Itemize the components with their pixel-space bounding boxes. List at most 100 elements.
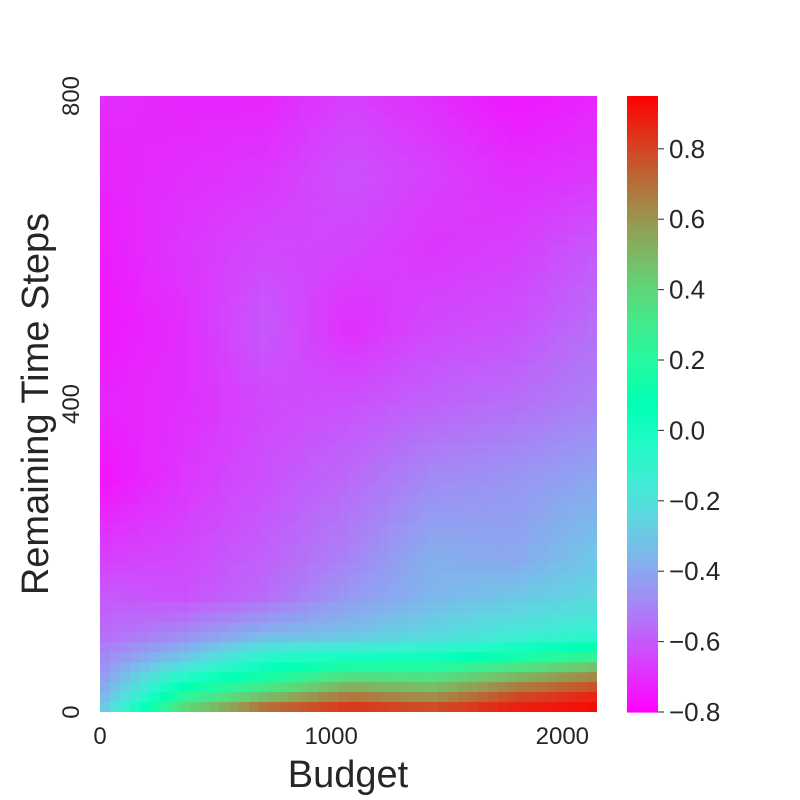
- heatmap-cell: [189, 404, 200, 415]
- heatmap-cell: [298, 364, 310, 375]
- heatmap-cell: [348, 135, 360, 147]
- heatmap-cell: [139, 642, 151, 653]
- heatmap-cell: [547, 443, 558, 455]
- heatmap-cell: [308, 205, 320, 216]
- heatmap-cell: [100, 304, 111, 316]
- heatmap-cell: [507, 264, 519, 276]
- heatmap-cell: [159, 165, 171, 177]
- heatmap-cell: [278, 533, 290, 544]
- heatmap-cell: [229, 115, 240, 127]
- heatmap-cell: [398, 364, 409, 375]
- heatmap-cell: [129, 692, 141, 703]
- heatmap-cell: [388, 453, 399, 465]
- heatmap-cell: [278, 553, 290, 564]
- heatmap-cell: [338, 304, 350, 316]
- heatmap-cell: [358, 324, 369, 336]
- heatmap-cell: [318, 165, 330, 177]
- heatmap-cell: [428, 135, 439, 147]
- heatmap-cell: [268, 264, 280, 276]
- heatmap-cell: [278, 493, 290, 504]
- heatmap-cell: [418, 423, 429, 435]
- heatmap-cell: [129, 195, 141, 206]
- heatmap-cell: [179, 662, 191, 673]
- heatmap-cell: [169, 513, 181, 524]
- heatmap-cell: [437, 672, 449, 683]
- heatmap-cell: [308, 404, 320, 415]
- heatmap-cell: [447, 632, 459, 644]
- heatmap-cell: [298, 145, 310, 157]
- heatmap-cell: [278, 413, 290, 425]
- heatmap-cell: [368, 205, 379, 216]
- heatmap-cell: [229, 96, 240, 107]
- heatmap-cell: [259, 96, 270, 107]
- heatmap-cell: [199, 582, 210, 594]
- heatmap-cell: [497, 185, 509, 196]
- heatmap-cell: [557, 284, 568, 296]
- heatmap-cell: [408, 264, 419, 276]
- heatmap-cell: [209, 582, 220, 594]
- heatmap-cell: [298, 503, 310, 514]
- heatmap-cell: [418, 155, 429, 167]
- heatmap-cell: [418, 125, 429, 137]
- heatmap-cell: [447, 245, 459, 256]
- heatmap-cell: [179, 235, 191, 246]
- colorbar-tick-label: −0.2: [669, 486, 720, 516]
- heatmap-cell: [268, 304, 280, 316]
- heatmap-cell: [288, 225, 300, 236]
- heatmap-cell: [129, 145, 141, 157]
- heatmap-cell: [169, 662, 181, 673]
- heatmap-cell: [348, 284, 360, 296]
- heatmap-cell: [179, 592, 191, 604]
- heatmap-cell: [487, 254, 499, 266]
- heatmap-cell: [259, 513, 270, 524]
- heatmap-cell: [418, 503, 429, 514]
- heatmap-cell: [308, 553, 320, 564]
- heatmap-cell: [547, 553, 558, 564]
- heatmap-cell: [497, 413, 509, 425]
- heatmap-cell: [457, 682, 469, 693]
- heatmap-cell: [328, 274, 340, 286]
- heatmap-cell: [497, 96, 509, 107]
- heatmap-cell: [109, 702, 121, 712]
- heatmap-cell: [119, 682, 131, 693]
- heatmap-cell: [577, 543, 588, 554]
- heatmap-cell: [259, 155, 270, 167]
- heatmap-cell: [467, 105, 479, 117]
- heatmap-cell: [348, 433, 360, 445]
- heatmap-cell: [109, 364, 121, 375]
- colorbar-segment: [627, 393, 658, 400]
- colorbar-segment: [627, 137, 658, 143]
- heatmap-cell: [557, 662, 568, 673]
- heatmap-cell: [577, 612, 588, 624]
- heatmap-cell: [447, 602, 459, 614]
- heatmap-cell: [457, 453, 469, 465]
- heatmap-cell: [447, 672, 459, 683]
- colorbar-segment: [627, 532, 658, 539]
- heatmap-cell: [457, 354, 469, 365]
- heatmap-cell: [497, 245, 509, 256]
- heatmap-cell: [199, 622, 210, 634]
- heatmap-cell: [328, 165, 340, 177]
- heatmap-cell: [437, 632, 449, 644]
- heatmap-cell: [497, 592, 509, 604]
- heatmap-cell: [368, 473, 379, 485]
- heatmap-cell: [428, 652, 439, 663]
- heatmap-cell: [288, 662, 300, 673]
- heatmap-cell: [398, 533, 409, 544]
- heatmap-cell: [189, 503, 200, 514]
- heatmap-cell: [298, 572, 310, 584]
- heatmap-cell: [249, 284, 260, 296]
- heatmap-cell: [517, 582, 529, 594]
- heatmap-cell: [368, 274, 379, 286]
- heatmap-cell: [209, 692, 220, 703]
- heatmap-cell: [298, 155, 310, 167]
- heatmap-cell: [159, 592, 171, 604]
- heatmap-cell: [587, 215, 597, 226]
- heatmap-cell: [487, 533, 499, 544]
- heatmap-cell: [437, 493, 449, 504]
- heatmap-cell: [378, 394, 389, 405]
- heatmap-cell: [437, 562, 449, 574]
- heatmap-cell: [358, 473, 369, 485]
- heatmap-cell: [288, 463, 300, 475]
- heatmap-cell: [268, 513, 280, 524]
